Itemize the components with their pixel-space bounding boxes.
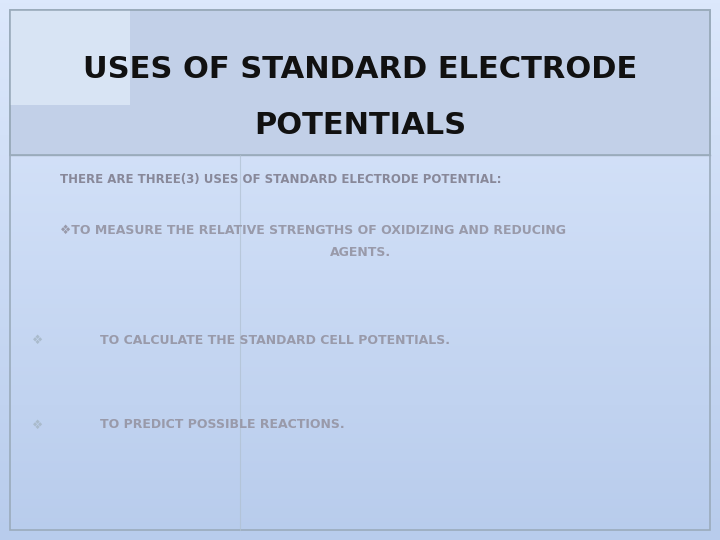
Text: ❖: ❖ [32, 418, 44, 431]
Text: TO CALCULATE THE STANDARD CELL POTENTIALS.: TO CALCULATE THE STANDARD CELL POTENTIAL… [100, 334, 450, 347]
Text: AGENTS.: AGENTS. [330, 246, 390, 260]
Bar [10, 10, 130, 105]
Text: ❖: ❖ [32, 334, 44, 347]
Text: THERE ARE THREE(3) USES OF STANDARD ELECTRODE POTENTIAL:: THERE ARE THREE(3) USES OF STANDARD ELEC… [60, 173, 502, 186]
Text: ❖TO MEASURE THE RELATIVE STRENGTHS OF OXIDIZING AND REDUCING: ❖TO MEASURE THE RELATIVE STRENGTHS OF OX… [60, 224, 566, 237]
Text: POTENTIALS: POTENTIALS [254, 111, 466, 139]
Text: USES OF STANDARD ELECTRODE: USES OF STANDARD ELECTRODE [83, 56, 637, 84]
Bar [10, 10, 710, 155]
Text: TO PREDICT POSSIBLE REACTIONS.: TO PREDICT POSSIBLE REACTIONS. [100, 418, 345, 431]
